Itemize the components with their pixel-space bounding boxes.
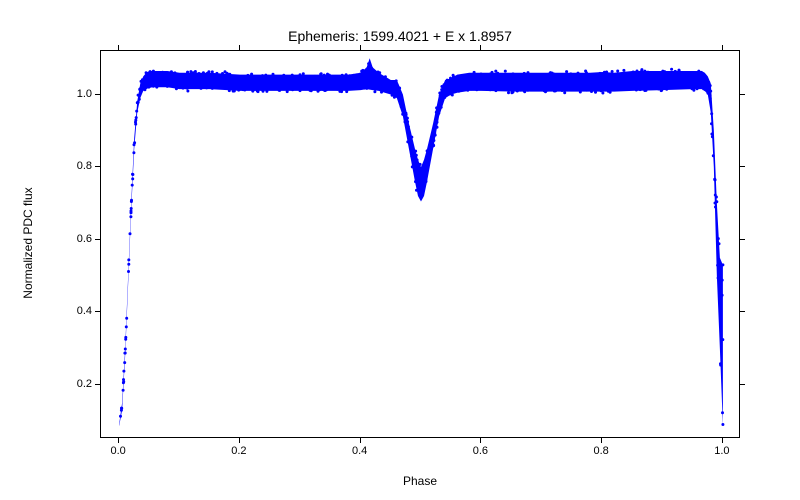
scatter-point	[721, 423, 724, 426]
y-tick-label: 1.0	[62, 88, 92, 100]
x-tick-label: 0.8	[593, 445, 608, 457]
y-tick-mark-right	[740, 384, 745, 385]
plot-svg	[101, 51, 741, 439]
chart-container: Ephemeris: 1599.4021 + E x 1.8957 Normal…	[0, 0, 800, 500]
y-tick-label: 0.2	[62, 378, 92, 390]
x-tick-label: 0.0	[110, 445, 125, 457]
y-tick-mark	[95, 384, 100, 385]
x-tick-mark-top	[118, 45, 119, 50]
x-tick-mark-top	[722, 45, 723, 50]
chart-title: Ephemeris: 1599.4021 + E x 1.8957	[0, 28, 800, 44]
y-tick-mark-right	[740, 94, 745, 95]
x-tick-mark-top	[360, 45, 361, 50]
y-tick-mark-right	[740, 311, 745, 312]
x-tick-label: 0.4	[352, 445, 367, 457]
y-tick-mark	[95, 94, 100, 95]
scatter-points	[119, 62, 724, 417]
x-tick-mark	[239, 438, 240, 443]
x-tick-label: 0.2	[231, 445, 246, 457]
x-tick-mark-top	[601, 45, 602, 50]
y-tick-label: 0.4	[62, 305, 92, 317]
x-tick-mark	[722, 438, 723, 443]
plot-area	[100, 50, 740, 438]
x-tick-mark-top	[239, 45, 240, 50]
y-tick-label: 0.6	[62, 233, 92, 245]
y-tick-mark	[95, 239, 100, 240]
y-tick-mark-right	[740, 239, 745, 240]
y-tick-mark	[95, 311, 100, 312]
y-tick-mark-right	[740, 166, 745, 167]
y-tick-label: 0.8	[62, 160, 92, 172]
x-tick-mark	[360, 438, 361, 443]
x-tick-mark	[601, 438, 602, 443]
x-axis-label: Phase	[100, 474, 740, 488]
x-tick-mark	[118, 438, 119, 443]
scatter-point	[721, 263, 724, 266]
x-tick-mark-top	[480, 45, 481, 50]
y-axis-label: Normalized PDC flux	[21, 183, 35, 303]
x-tick-mark	[480, 438, 481, 443]
x-tick-label: 0.6	[473, 445, 488, 457]
y-tick-mark	[95, 166, 100, 167]
data-band	[119, 58, 723, 426]
x-tick-label: 1.0	[714, 445, 729, 457]
